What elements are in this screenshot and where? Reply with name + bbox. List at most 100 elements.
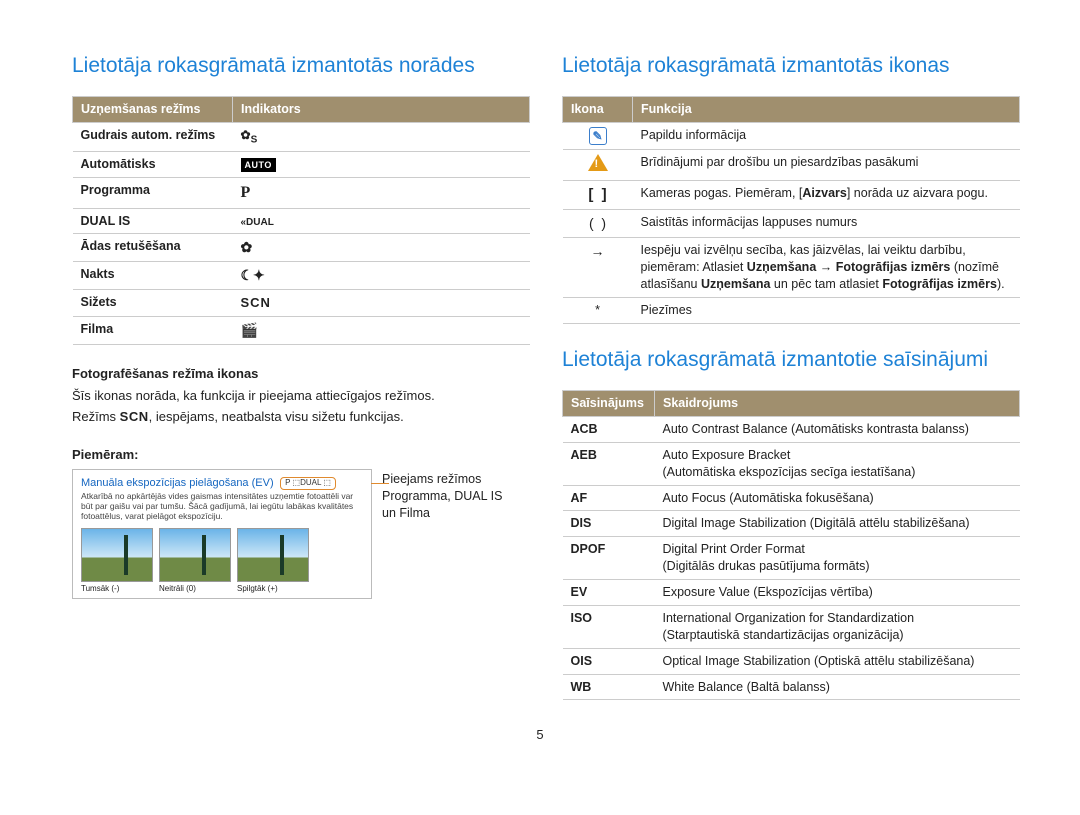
mode-name: Ādas retušēšana xyxy=(73,234,233,262)
table-row: ACBAuto Contrast Balance (Automātisks ko… xyxy=(563,416,1020,442)
mode-name: Programma xyxy=(73,177,233,208)
icon-desc: Piezīmes xyxy=(633,297,1020,323)
asterisk-icon: * xyxy=(595,303,600,317)
icon-cell: [ ] xyxy=(563,181,633,210)
thumb-label: Tumsāk (-) xyxy=(81,584,153,595)
table-row: DUAL IS«DUAL xyxy=(73,208,530,234)
table-row: AutomātisksAUTO xyxy=(73,152,530,178)
abbr: ACB xyxy=(563,416,655,442)
example-title: Manuāla ekspozīcijas pielāgošana (EV) xyxy=(81,477,274,489)
mode-name: Sižets xyxy=(73,290,233,317)
mode-indicator-icon: «DUAL xyxy=(233,208,530,234)
abbr: DPOF xyxy=(563,537,655,580)
table-row: ProgrammaP xyxy=(73,177,530,208)
table-row: ISOInternational Organization for Standa… xyxy=(563,605,1020,648)
table-row: Gudrais autom. režīms✿S xyxy=(73,123,530,152)
t2-h0: Ikona xyxy=(563,97,633,123)
icon-cell: ✎ xyxy=(563,123,633,150)
table-row: ✎ Papildu informācija xyxy=(563,123,1020,150)
abbr-desc: Exposure Value (Ekspozīcijas vērtība) xyxy=(655,580,1020,606)
abbr-desc: Auto Focus (Automātiska fokusēšana) xyxy=(655,485,1020,511)
table-row: WBWhite Balance (Baltā balanss) xyxy=(563,674,1020,700)
table-row: EVExposure Value (Ekspozīcijas vērtība) xyxy=(563,580,1020,606)
example-thumb: Tumsāk (-) xyxy=(81,528,153,595)
sub1-text-b: Režīms SCN, iespējams, neatbalsta visu s… xyxy=(72,408,530,426)
table-row: DISDigital Image Stabilization (Digitālā… xyxy=(563,511,1020,537)
table-row: AFAuto Focus (Automātiska fokusēšana) xyxy=(563,485,1020,511)
table-row: DPOFDigital Print Order Format(Digitālās… xyxy=(563,537,1020,580)
right-title-1: Lietotāja rokasgrāmatā izmantotās ikonas xyxy=(562,52,1020,80)
scn-abbr: SCN xyxy=(120,409,149,424)
abbr: DIS xyxy=(563,511,655,537)
note-icon: ✎ xyxy=(589,127,607,145)
example-desc: Atkarībā no apkārtējās vides gaismas int… xyxy=(81,491,363,522)
page-number: 5 xyxy=(0,726,1080,744)
abbr-desc: Optical Image Stabilization (Optiskā att… xyxy=(655,648,1020,674)
mode-indicator-icon: SCN xyxy=(233,290,530,317)
table-row: OISOptical Image Stabilization (Optiskā … xyxy=(563,648,1020,674)
t3-h0: Saīsinājums xyxy=(563,391,655,417)
icons-table: Ikona Funkcija ✎ Papildu informācijaBrīdi… xyxy=(562,96,1020,323)
callout-line xyxy=(371,483,389,484)
abbr: AF xyxy=(563,485,655,511)
icon-desc: Papildu informācija xyxy=(633,123,1020,150)
paren-icon: ( ) xyxy=(589,215,606,231)
mode-name: Nakts xyxy=(73,262,233,290)
abbr-desc: International Organization for Standardi… xyxy=(655,605,1020,648)
left-column: Lietotāja rokasgrāmatā izmantotās norāde… xyxy=(72,52,530,700)
table-row: AEBAuto Exposure Bracket(Automātiska eks… xyxy=(563,442,1020,485)
table-row: Ādas retušēšana✿ xyxy=(73,234,530,262)
table-row: ( ) Saistītās informācijas lappuses numur… xyxy=(563,210,1020,238)
sub1-text-a: Šīs ikonas norāda, ka funkcija ir pieeja… xyxy=(72,387,530,405)
t2-h1: Funkcija xyxy=(633,97,1020,123)
abbr: AEB xyxy=(563,442,655,485)
example-thumb: Spilgtāk (+) xyxy=(237,528,309,595)
mode-name: Filma xyxy=(73,317,233,345)
mode-indicator-icon: AUTO xyxy=(233,152,530,178)
ex-side-2: Programma, DUAL IS xyxy=(382,488,502,505)
t1-h1: Indikators xyxy=(233,97,530,123)
thumb-image xyxy=(159,528,231,582)
thumb-image xyxy=(81,528,153,582)
warning-icon xyxy=(588,154,608,171)
example-label: Piemēram: xyxy=(72,446,530,464)
table-row: SižetsSCN xyxy=(73,290,530,317)
icon-desc: Saistītās informācijas lappuses numurs xyxy=(633,210,1020,238)
ex-side-1: Pieejams režīmos xyxy=(382,471,502,488)
mode-name: Automātisks xyxy=(73,152,233,178)
example-row: Manuāla ekspozīcijas pielāgošana (EV) P … xyxy=(72,469,530,599)
icon-desc: Iespēju vai izvēlņu secība, kas jāizvēla… xyxy=(633,238,1020,298)
abbr-desc: Auto Exposure Bracket(Automātiska ekspoz… xyxy=(655,442,1020,485)
abbr: EV xyxy=(563,580,655,606)
icon-cell: ( ) xyxy=(563,210,633,238)
abbr-table: Saīsinājums Skaidrojums ACBAuto Contrast… xyxy=(562,390,1020,700)
thumb-label: Neitrāli (0) xyxy=(159,584,231,595)
table-row: Filma🎬 xyxy=(73,317,530,345)
icon-cell: * xyxy=(563,297,633,323)
table-row: Nakts☾✦ xyxy=(73,262,530,290)
example-side: Pieejams režīmos Programma, DUAL IS un F… xyxy=(382,469,502,599)
abbr-desc: White Balance (Baltā balanss) xyxy=(655,674,1020,700)
abbr: OIS xyxy=(563,648,655,674)
mode-indicator-icon: ☾✦ xyxy=(233,262,530,290)
t1-h0: Uzņemšanas režīms xyxy=(73,97,233,123)
table-row: Brīdinājumi par drošību un piesardzības … xyxy=(563,150,1020,181)
thumb-label: Spilgtāk (+) xyxy=(237,584,309,595)
table-row: * Piezīmes xyxy=(563,297,1020,323)
sub1-pre: Režīms xyxy=(72,409,120,424)
mode-indicator-icon: 🎬 xyxy=(233,317,530,345)
abbr-desc: Auto Contrast Balance (Automātisks kontr… xyxy=(655,416,1020,442)
ex-side-3: un Filma xyxy=(382,505,502,522)
right-title-2: Lietotāja rokasgrāmatā izmantotie saīsin… xyxy=(562,346,1020,374)
right-column: Lietotāja rokasgrāmatā izmantotās ikonas… xyxy=(562,52,1020,700)
sub1-post: , iespējams, neatbalsta visu sižetu funk… xyxy=(149,409,404,424)
abbr-desc: Digital Print Order Format(Digitālās dru… xyxy=(655,537,1020,580)
icon-cell xyxy=(563,150,633,181)
icon-desc: Brīdinājumi par drošību un piesardzības … xyxy=(633,150,1020,181)
mode-indicator-icon: ✿ xyxy=(233,234,530,262)
mode-name: Gudrais autom. režīms xyxy=(73,123,233,152)
example-thumb: Neitrāli (0) xyxy=(159,528,231,595)
thumb-image xyxy=(237,528,309,582)
icon-cell: → xyxy=(563,238,633,298)
modes-table: Uzņemšanas režīms Indikators Gudrais aut… xyxy=(72,96,530,345)
